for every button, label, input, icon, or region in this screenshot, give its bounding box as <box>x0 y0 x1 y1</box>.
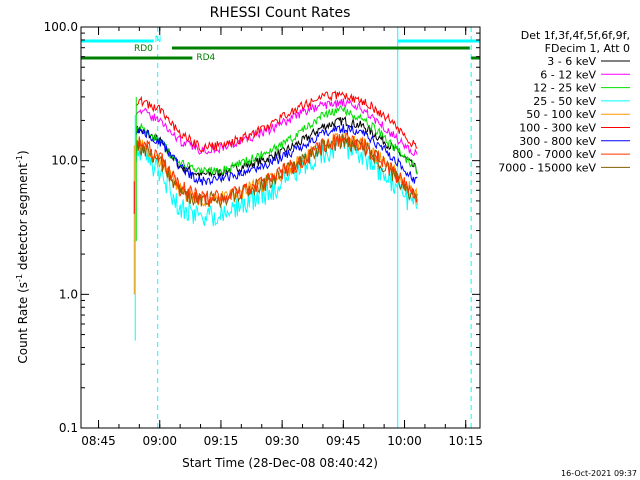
x-tick-label: 09:30 <box>265 434 300 448</box>
footer-date: 16-Oct-2021 09:37 <box>561 469 637 478</box>
legend-entry-label: 3 - 6 keV <box>547 55 596 68</box>
x-axis: 08:45 09:00 09:15 09:30 09:45 10:00 10:15 <box>81 27 483 448</box>
x-tick-label: 09:00 <box>142 434 177 448</box>
series-line <box>136 90 418 154</box>
x-tick-label: 09:45 <box>326 434 361 448</box>
y-tick-label: 10.0 <box>51 154 78 168</box>
series-line <box>135 123 418 186</box>
y-axis-label: Count Rate (s-1 detector segment-1) <box>15 150 30 363</box>
x-tick-label: 10:15 <box>448 434 483 448</box>
legend-entry-label: 50 - 100 keV <box>526 108 596 121</box>
plot-frame <box>80 26 481 429</box>
legend-entry-label: 300 - 800 keV <box>519 135 596 148</box>
legend-entry-label: 7000 - 15000 keV <box>498 161 596 174</box>
legend-header: Det 1f,3f,4f,5f,6f,9f, <box>521 29 630 42</box>
legend-entry-label: 12 - 25 keV <box>533 82 596 95</box>
y-axis: 0.1 1.0 10.0 100.0 <box>44 20 480 435</box>
y-tick-label: 0.1 <box>59 421 78 435</box>
x-tick-label: 09:15 <box>204 434 239 448</box>
chart-title: RHESSI Count Rates <box>210 5 351 21</box>
series-line <box>135 134 418 227</box>
state-bar-label: RD0 <box>134 44 153 54</box>
series-line <box>135 98 418 156</box>
x-tick-label: 10:00 <box>387 434 422 448</box>
state-bar-label: RD4 <box>196 53 215 63</box>
legend-entry-label: 25 - 50 keV <box>533 95 596 108</box>
y-tick-label: 100.0 <box>44 20 78 34</box>
x-axis-label: Start Time (28-Dec-08 08:40:42) <box>182 456 378 470</box>
legend-entry-label: 6 - 12 keV <box>540 68 596 81</box>
series-line <box>135 104 418 175</box>
series-line <box>135 116 418 178</box>
legend-header: FDecim 1, Att 0 <box>545 42 630 55</box>
data-series-group <box>133 90 418 341</box>
legend-entry-label: 800 - 7000 keV <box>512 148 596 161</box>
series-line <box>135 132 418 206</box>
x-tick-label: 08:45 <box>81 434 116 448</box>
y-tick-label: 1.0 <box>59 287 78 301</box>
legend-entry-label: 100 - 300 keV <box>519 122 596 135</box>
legend: Det 1f,3f,4f,5f,6f,9f,FDecim 1, Att 03 -… <box>498 29 630 174</box>
state-bar-label: N <box>155 35 162 45</box>
